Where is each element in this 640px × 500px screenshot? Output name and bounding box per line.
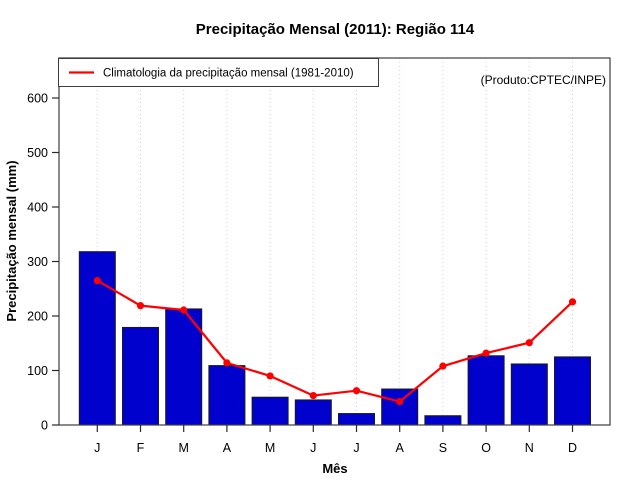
x-tick-label: D (568, 441, 577, 455)
x-tick-label: S (439, 441, 447, 455)
x-tick-label: J (353, 441, 359, 455)
legend-label: Climatologia da precipitação mensal (198… (103, 68, 354, 80)
legend: Climatologia da precipitação mensal (198… (58, 58, 379, 87)
x-tick-label: N (525, 441, 534, 455)
climatology-point (309, 391, 317, 400)
x-tick-label: O (481, 441, 491, 455)
climatology-point (525, 339, 533, 347)
climatology-layer (93, 276, 577, 406)
climatology-point (439, 362, 447, 370)
precipitation-bar (338, 413, 375, 426)
y-tick-label: 200 (27, 310, 48, 324)
precipitation-bar (554, 356, 591, 426)
climatology-point (136, 302, 145, 310)
y-tick-label: 100 (27, 364, 48, 378)
y-axis: 0 100 200 300 400 500 600 (27, 92, 59, 433)
climatology-point (93, 276, 101, 285)
precipitation-bar (424, 415, 462, 426)
x-tick-label: J (94, 441, 100, 455)
y-tick-label: 300 (27, 255, 48, 269)
precipitation-bar (165, 308, 203, 426)
x-tick-label: M (265, 441, 275, 455)
y-tick-label: 600 (27, 92, 48, 106)
climatology-point (223, 359, 231, 367)
x-axis-label: Mês (322, 461, 347, 476)
precipitation-bar (510, 363, 548, 426)
y-tick-label: 400 (27, 201, 48, 215)
producer-watermark: (Produto:CPTEC/INPE) (481, 73, 606, 87)
legend-box (58, 58, 379, 87)
y-tick-label: 500 (27, 146, 48, 160)
x-tick-label: A (223, 441, 232, 455)
precipitation-bar (294, 399, 332, 426)
x-tick-label: J (310, 441, 316, 455)
precipitation-bar (208, 365, 246, 426)
climatology-point (482, 349, 490, 357)
y-axis-label: Precipitação mensal (mm) (4, 160, 19, 321)
bars-layer (78, 251, 591, 426)
precipitation-bar (381, 388, 419, 426)
precipitation-bar (122, 326, 159, 426)
precipitation-bar (251, 396, 289, 426)
climatology-point (396, 397, 404, 406)
x-tick-label: M (178, 441, 188, 455)
chart-title: Precipitação Mensal (2011): Região 114 (196, 21, 475, 38)
precipitation-bar (467, 355, 505, 426)
climatology-point (568, 298, 577, 306)
x-tick-label: A (396, 441, 405, 455)
climatology-point (352, 387, 361, 395)
x-tick-label: F (137, 441, 145, 455)
y-tick-label: 0 (41, 419, 48, 433)
climatology-point (180, 306, 188, 314)
climatology-polyline (96, 279, 574, 403)
climatology-point (266, 372, 274, 380)
